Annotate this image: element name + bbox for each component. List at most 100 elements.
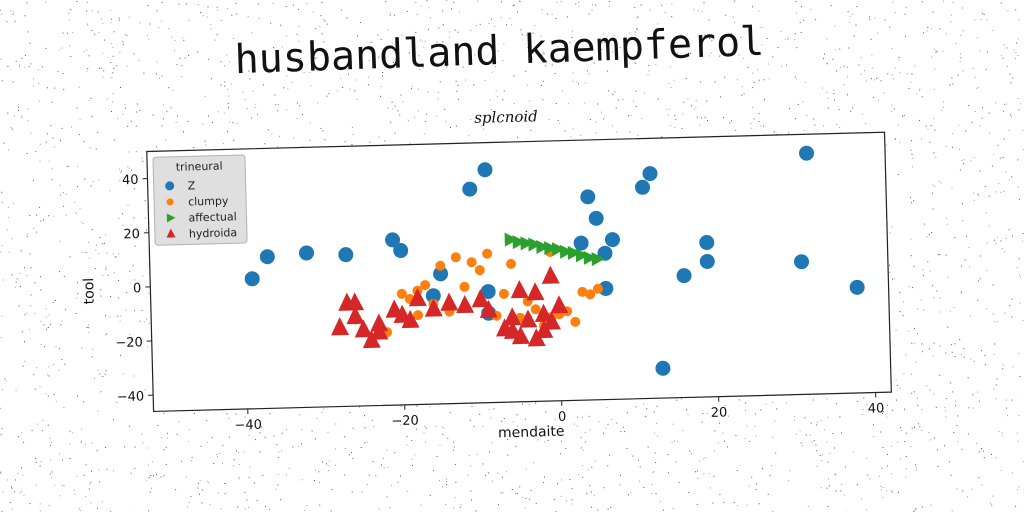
data-point-z xyxy=(580,189,596,205)
data-point-clumpy xyxy=(435,260,446,271)
data-point-clumpy xyxy=(474,265,485,276)
data-point-z xyxy=(393,243,409,259)
data-point-z xyxy=(462,181,478,197)
data-point-z xyxy=(244,271,260,287)
data-point-z xyxy=(699,235,715,251)
data-point-z xyxy=(299,245,315,261)
data-point-hydroida xyxy=(440,292,459,311)
legend-label: Z xyxy=(188,179,196,192)
data-point-affectual xyxy=(583,250,598,265)
data-point-z xyxy=(849,279,865,295)
data-point-z xyxy=(799,145,815,161)
data-point-clumpy xyxy=(570,316,581,327)
data-point-affectual xyxy=(559,244,574,259)
x-tick-label: 20 xyxy=(711,405,728,420)
data-point-hydroida xyxy=(354,319,373,338)
data-point-hydroida xyxy=(541,265,560,284)
data-point-hydroida xyxy=(331,317,350,336)
data-point-z xyxy=(598,281,614,297)
data-point-z xyxy=(433,266,449,282)
data-point-z xyxy=(634,179,650,195)
x-tick-label: 0 xyxy=(558,410,567,425)
legend-label: clumpy xyxy=(188,194,229,208)
data-point-clumpy xyxy=(530,304,541,315)
data-point-z xyxy=(425,288,441,304)
data-point-affectual xyxy=(512,235,526,250)
data-point-hydroida xyxy=(510,279,529,299)
data-point-hydroida xyxy=(346,305,365,325)
data-point-hydroida xyxy=(479,299,498,318)
data-point-hydroida xyxy=(401,309,420,329)
y-tick-label: −40 xyxy=(117,389,145,405)
data-point-z xyxy=(259,249,275,265)
data-point-clumpy xyxy=(585,289,596,300)
legend-marker-z xyxy=(165,181,175,191)
x-tick-label: −20 xyxy=(391,413,419,429)
data-point-affectual xyxy=(544,241,558,256)
data-point-affectual xyxy=(536,239,550,254)
data-point-affectual xyxy=(520,236,534,251)
data-point-hydroida xyxy=(346,292,365,311)
data-point-clumpy xyxy=(498,288,509,299)
data-point-hydroida xyxy=(534,303,553,322)
legend-label: affectual xyxy=(188,210,237,224)
data-point-clumpy xyxy=(593,283,604,294)
data-point-z xyxy=(794,254,810,270)
y-tick-label: 20 xyxy=(123,227,140,242)
legend-marker-clumpy xyxy=(166,198,174,206)
data-point-hydroida xyxy=(527,328,546,347)
data-point-clumpy xyxy=(505,258,516,269)
data-point-affectual xyxy=(591,252,605,267)
chart-title: splcnoid xyxy=(474,107,538,127)
data-point-hydroida xyxy=(526,282,545,301)
data-point-clumpy xyxy=(450,252,461,263)
legend-box xyxy=(152,154,248,246)
data-point-hydroida xyxy=(471,289,490,308)
legend-marker-affectual xyxy=(166,213,176,223)
data-point-clumpy xyxy=(466,257,477,268)
data-point-clumpy xyxy=(396,288,407,299)
legend-label: hydroida xyxy=(189,226,238,240)
x-tick-label: 40 xyxy=(868,401,885,416)
data-point-z xyxy=(480,284,496,300)
data-point-affectual xyxy=(575,248,590,263)
data-point-z xyxy=(676,268,692,284)
y-tick-label: 40 xyxy=(122,173,139,188)
data-point-z xyxy=(385,232,401,248)
x-tick-label: −40 xyxy=(234,418,262,434)
data-point-clumpy xyxy=(577,286,588,297)
data-point-z xyxy=(642,166,658,182)
data-point-affectual xyxy=(551,242,566,257)
data-point-affectual xyxy=(504,232,519,247)
x-axis-label: mendaite xyxy=(498,424,565,442)
data-point-z xyxy=(655,360,671,376)
data-point-hydroida xyxy=(511,325,530,345)
legend-marker-hydroida xyxy=(166,228,176,238)
y-tick-label: −20 xyxy=(115,335,143,351)
data-point-z xyxy=(338,247,354,263)
data-point-z xyxy=(588,210,604,226)
data-point-affectual xyxy=(528,237,542,252)
data-point-hydroida xyxy=(542,311,561,330)
data-point-clumpy xyxy=(482,248,493,259)
y-tick-label: 0 xyxy=(133,281,142,296)
data-point-z xyxy=(604,232,620,248)
data-point-clumpy xyxy=(413,310,424,321)
data-point-hydroida xyxy=(519,309,538,328)
data-point-z xyxy=(573,235,589,251)
data-point-z xyxy=(699,253,715,269)
legend-title: trineural xyxy=(176,160,223,174)
data-point-affectual xyxy=(567,245,582,260)
plot-area xyxy=(146,131,892,413)
data-point-clumpy xyxy=(420,280,431,291)
data-point-clumpy xyxy=(459,281,470,292)
data-point-hydroida xyxy=(408,288,427,307)
data-point-hydroida xyxy=(456,294,475,314)
data-point-hydroida xyxy=(550,295,569,314)
data-point-hydroida xyxy=(370,321,389,340)
y-axis-label: tool xyxy=(81,278,98,305)
data-point-hydroida xyxy=(503,307,522,326)
data-point-z xyxy=(477,162,493,178)
